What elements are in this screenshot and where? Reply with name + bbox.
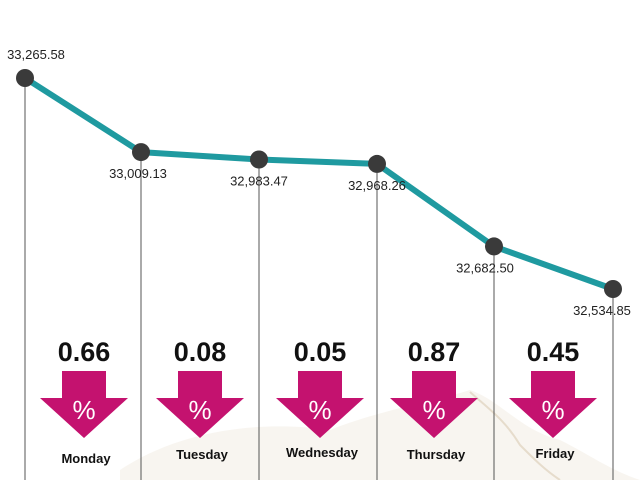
day-label: Tuesday: [176, 447, 229, 462]
data-point-marker: [368, 154, 386, 173]
value-labels: 33,265.58 33,009.13 32,983.47 32,968.26 32,6…: [7, 47, 631, 318]
down-arrow-icon: [276, 371, 364, 438]
data-value-label: 33,009.13: [109, 166, 167, 181]
data-point-marker: [132, 143, 150, 162]
data-point-marker: [250, 150, 268, 169]
percent-sign: %: [422, 395, 445, 425]
percent-change-value: 0.45: [527, 337, 580, 367]
percent-sign: %: [72, 395, 95, 425]
down-arrow-icon: [509, 371, 597, 438]
change-group-thursday: 0.87% Thursday: [390, 337, 478, 462]
data-value-label: 32,983.47: [230, 174, 288, 189]
percent-sign: %: [188, 395, 211, 425]
change-group-tuesday: 0.08% Tuesday: [156, 337, 244, 462]
map-border: [469, 391, 561, 480]
percent-change-value: 0.87: [408, 337, 461, 367]
percent-change-value: 0.08: [174, 337, 227, 367]
data-value-label: 32,534.85: [573, 303, 631, 318]
percent-sign: %: [308, 395, 331, 425]
data-point-marker: [604, 280, 622, 298]
map-shape: [120, 390, 640, 480]
day-label: Monday: [61, 451, 111, 466]
data-point-marker: [485, 237, 503, 256]
series-line: [22, 75, 616, 292]
change-group-wednesday: 0.05% Wednesday: [276, 337, 364, 460]
point-markers: [16, 69, 622, 298]
change-group-friday: 0.45% Friday: [509, 337, 597, 461]
day-label: Wednesday: [286, 445, 359, 460]
down-arrow-icon: [40, 371, 128, 438]
day-label: Thursday: [407, 447, 466, 462]
data-point-marker: [16, 69, 34, 87]
data-value-label: 32,968.26: [348, 178, 406, 193]
percent-change-arrows: 0.66% Monday 0.08% Tuesday 0.05% Wednesday 0.8…: [40, 337, 597, 466]
change-group-monday: 0.66% Monday: [40, 337, 128, 466]
down-arrow-icon: [390, 371, 478, 438]
faint-map-background: [120, 390, 640, 480]
data-value-label: 33,265.58: [7, 47, 65, 62]
drop-lines: [24, 80, 614, 480]
percent-sign: %: [541, 395, 564, 425]
day-label: Friday: [535, 446, 575, 461]
data-value-label: 32,682.50: [456, 260, 514, 275]
series-line-path: [22, 75, 616, 292]
percent-change-value: 0.66: [58, 337, 111, 367]
percent-change-value: 0.05: [294, 337, 347, 367]
down-arrow-icon: [156, 371, 244, 438]
